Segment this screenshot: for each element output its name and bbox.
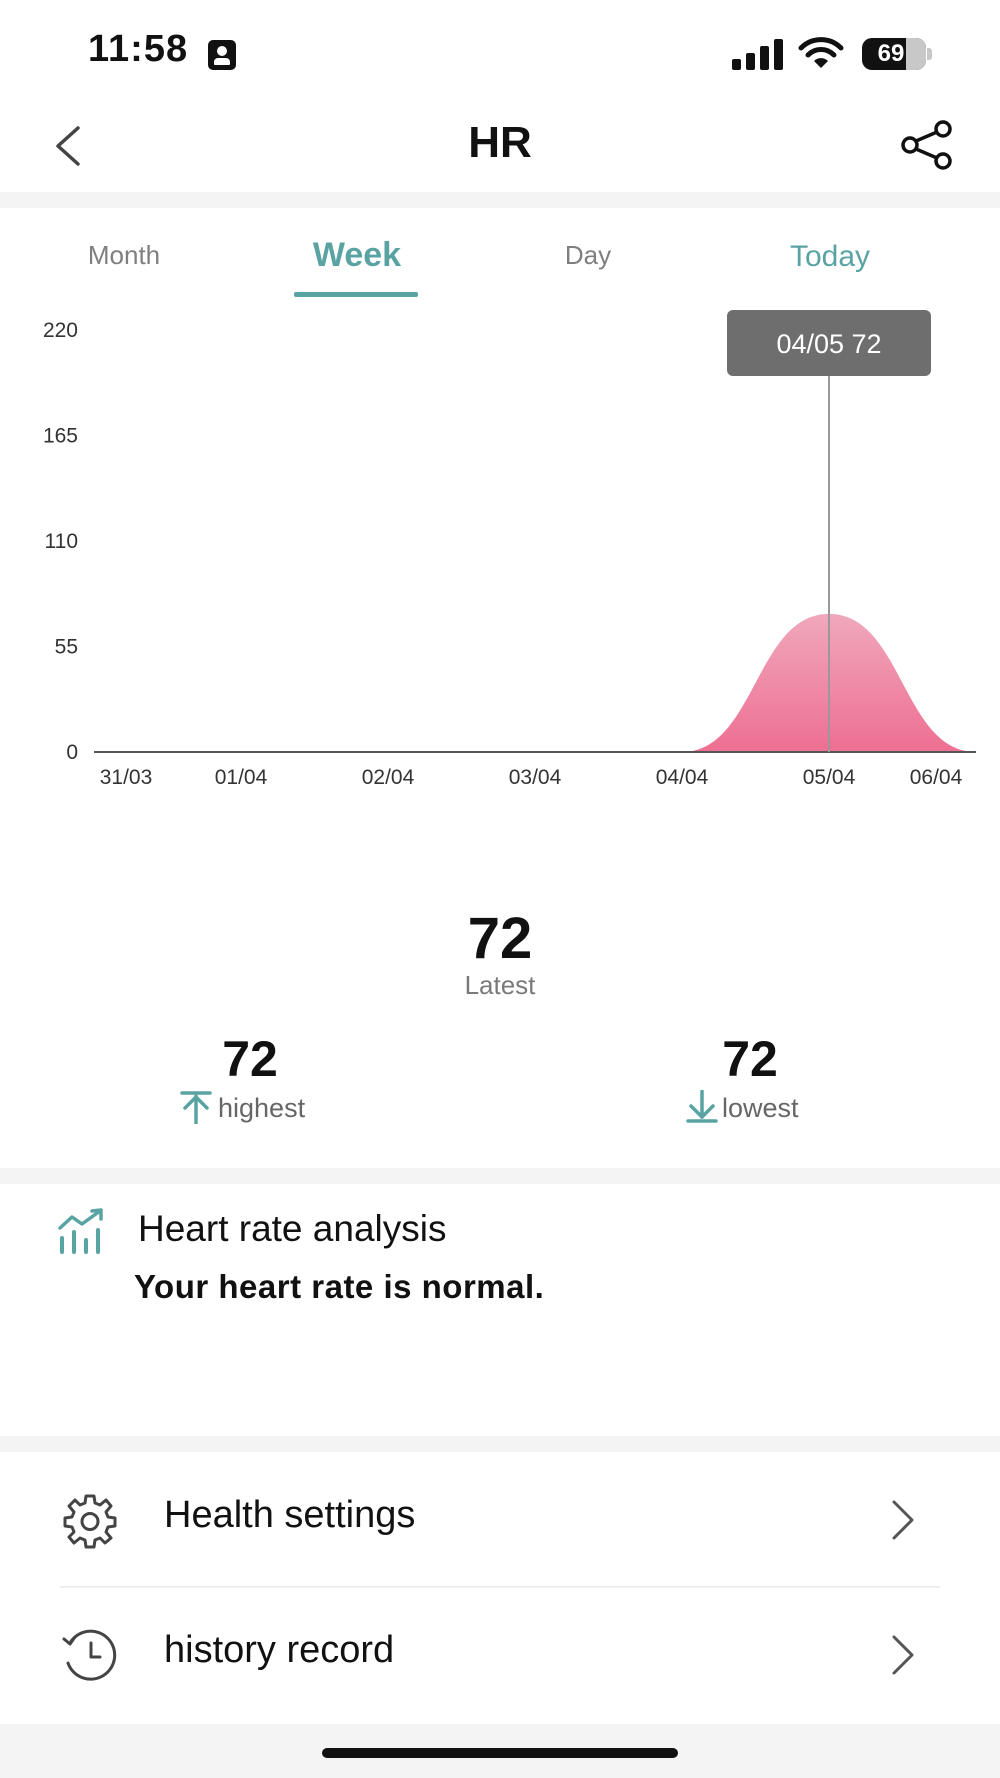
highest-value: 72 (222, 1031, 278, 1087)
chevron-right-icon (892, 1635, 914, 1675)
gear-icon (63, 1494, 117, 1549)
tab-active-indicator (294, 292, 418, 297)
home-indicator[interactable] (322, 1748, 678, 1758)
battery-tip (927, 48, 932, 60)
x-tick-label: 01/04 (215, 766, 268, 789)
y-tick-label: 55 (55, 636, 78, 659)
chevron-right-icon (892, 1500, 914, 1540)
tooltip-text: 04/05 72 (776, 329, 881, 359)
arrow-down-icon (686, 1090, 718, 1123)
analysis-result: Your heart rate is normal. (134, 1268, 545, 1305)
heart-rate-area (94, 613, 976, 752)
lowest-value: 72 (722, 1031, 778, 1087)
y-tick-label: 110 (45, 530, 78, 553)
tab-month[interactable]: Month (87, 240, 161, 270)
health-settings-row[interactable]: Health settings (60, 1452, 940, 1586)
arrow-up-icon (180, 1091, 212, 1124)
x-tick-label: 04/04 (656, 766, 709, 789)
heart-rate-chart[interactable]: 0 55 110 165 220 31/03 01/04 02/04 03/04 04/04 05… (0, 300, 1000, 800)
contact-card-icon (208, 40, 236, 70)
history-record-label: history record (164, 1629, 395, 1671)
battery-level: 69 (877, 40, 905, 67)
share-icon[interactable] (900, 120, 954, 170)
section-divider (0, 192, 1000, 208)
history-clock-icon (62, 1629, 117, 1681)
tab-today[interactable]: Today (789, 240, 871, 273)
tab-week[interactable]: Week (312, 236, 402, 274)
battery-icon: 69 (862, 38, 926, 70)
signal-icon (732, 38, 786, 70)
chart-trend-icon (58, 1208, 103, 1254)
x-tick-label: 05/04 (803, 766, 856, 789)
lowest-label: lowest (722, 1093, 799, 1123)
latest-value: 72 (467, 906, 533, 971)
latest-label: Latest (464, 970, 536, 1000)
menu-divider (60, 1586, 940, 1588)
chart-tooltip: 04/05 72 (727, 310, 931, 376)
section-divider (0, 1436, 1000, 1452)
page-title: HR (468, 118, 532, 167)
tab-day[interactable]: Day (564, 240, 612, 270)
status-time: 11:58 (88, 28, 189, 70)
x-tick-label: 31/03 (100, 766, 153, 789)
history-record-row[interactable]: history record (60, 1587, 940, 1721)
section-divider (0, 1168, 1000, 1184)
highest-label: highest (218, 1093, 306, 1123)
y-tick-label: 0 (66, 741, 78, 764)
y-tick-label: 165 (43, 425, 78, 448)
wifi-icon (798, 37, 844, 68)
health-settings-label: Health settings (164, 1494, 416, 1536)
x-tick-label: 02/04 (362, 766, 415, 789)
chevron-left-icon[interactable] (48, 124, 88, 168)
y-tick-label: 220 (43, 319, 78, 342)
x-tick-label: 06/04 (910, 766, 963, 789)
analysis-title: Heart rate analysis (138, 1208, 447, 1249)
x-tick-label: 03/04 (509, 766, 562, 789)
